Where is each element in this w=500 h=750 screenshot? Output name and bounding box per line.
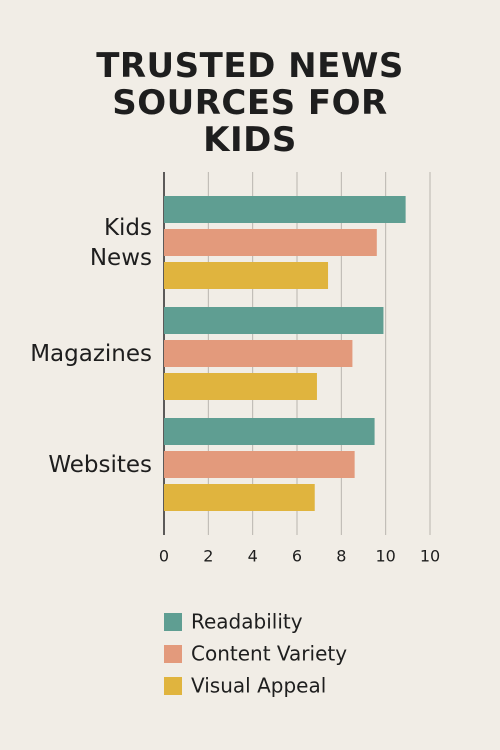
legend-swatch xyxy=(164,613,182,631)
bar xyxy=(164,340,353,367)
x-tick-label: 6 xyxy=(292,547,302,566)
legend-swatch xyxy=(164,645,182,663)
chart-title: TRUSTED NEWS SOURCES FOR KIDS xyxy=(96,46,404,160)
y-tick-label: Kids News xyxy=(89,214,152,271)
x-tick-label: 2 xyxy=(203,547,213,566)
x-tick-label: 10 xyxy=(375,547,395,566)
bar xyxy=(164,418,375,445)
y-tick-label: Magazines xyxy=(30,340,152,367)
legend-label: Readability xyxy=(191,610,303,634)
bar xyxy=(164,196,406,223)
y-tick-label: Websites xyxy=(48,451,152,478)
bar xyxy=(164,451,355,478)
bar xyxy=(164,262,329,289)
bar xyxy=(164,307,384,334)
x-tick-label: 0 xyxy=(159,547,169,566)
legend-label: Visual Appeal xyxy=(191,674,326,698)
x-tick-label: 8 xyxy=(336,547,346,566)
legend-swatch xyxy=(164,677,182,695)
bar xyxy=(164,484,315,511)
bar xyxy=(164,373,317,400)
x-tick-label: 4 xyxy=(248,547,258,566)
x-tick-label: 10 xyxy=(420,547,440,566)
bar xyxy=(164,229,377,256)
legend-label: Content Variety xyxy=(191,642,347,666)
